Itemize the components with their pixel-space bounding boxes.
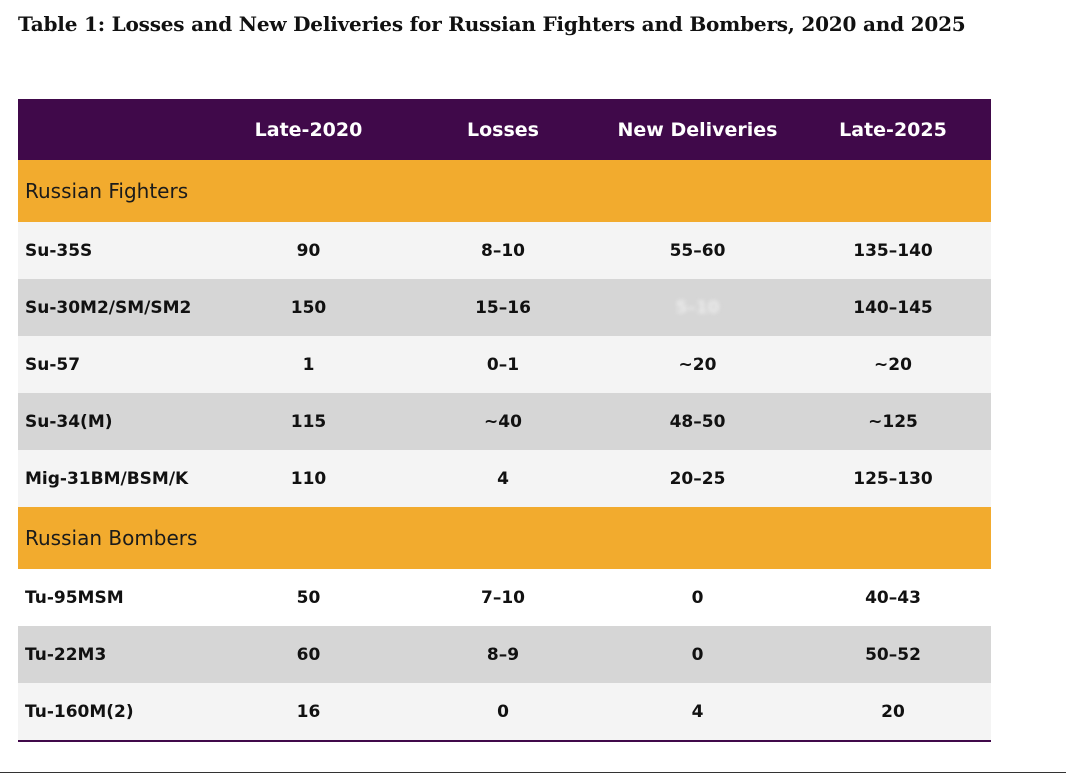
aircraft-name: Su-57 bbox=[25, 354, 81, 375]
late-2020-value: 110 bbox=[290, 468, 327, 489]
table-row: Tu-22M3 60 8–9 0 50–52 bbox=[18, 626, 991, 683]
aircraft-table: Late-2020 Losses New Deliveries Late-202… bbox=[18, 99, 991, 742]
new-deliveries-value: 4 bbox=[691, 701, 704, 722]
late-2025-value: 50–52 bbox=[865, 644, 921, 665]
table-row: Tu-95MSM 50 7–10 0 40–43 bbox=[18, 569, 991, 626]
losses-value: 0–1 bbox=[486, 354, 520, 375]
late-2020-value: 60 bbox=[296, 644, 321, 665]
late-2025-value: 140–145 bbox=[853, 297, 933, 318]
new-deliveries-value: 20–25 bbox=[669, 468, 726, 489]
losses-value: 15–16 bbox=[475, 297, 531, 318]
late-2025-value: 135–140 bbox=[853, 240, 933, 261]
section-header-bombers: Russian Bombers bbox=[18, 507, 991, 569]
table-row: Mig-31BM/BSM/K 110 4 20–25 125–130 bbox=[18, 450, 991, 507]
losses-value: 8–9 bbox=[486, 644, 520, 665]
aircraft-name: Mig-31BM/BSM/K bbox=[25, 468, 189, 489]
losses-value: 4 bbox=[497, 468, 509, 489]
section-header-fighters: Russian Fighters bbox=[18, 160, 991, 222]
losses-value: 8–10 bbox=[481, 240, 525, 261]
new-deliveries-value: ~20 bbox=[678, 354, 717, 375]
losses-value: 7–10 bbox=[481, 587, 525, 608]
late-2025-value: ~125 bbox=[868, 411, 918, 432]
aircraft-name: Tu-22M3 bbox=[25, 644, 107, 665]
late-2020-value: 50 bbox=[296, 587, 321, 608]
section-title: Russian Bombers bbox=[25, 526, 198, 550]
new-deliveries-value: 48–50 bbox=[669, 411, 726, 432]
late-2025-value: ~20 bbox=[874, 354, 912, 375]
new-deliveries-value: 55–60 bbox=[669, 240, 726, 261]
table-row: Su-30M2/SM/SM2 150 15–16 5–10 140–145 bbox=[18, 279, 991, 336]
late-2025-value: 125–130 bbox=[853, 468, 933, 489]
new-deliveries-value: 5–10 bbox=[675, 297, 720, 318]
new-deliveries-value: 0 bbox=[691, 587, 704, 608]
header-cell-late-2020: Late-2020 bbox=[254, 118, 363, 141]
table-row: Su-35S 90 8–10 55–60 135–140 bbox=[18, 222, 991, 279]
aircraft-name: Su-30M2/SM/SM2 bbox=[25, 297, 192, 318]
aircraft-name: Tu-160M(2) bbox=[25, 701, 134, 722]
table-caption: Table 1: Losses and New Deliveries for R… bbox=[18, 12, 966, 36]
late-2020-value: 16 bbox=[296, 701, 321, 722]
late-2020-value: 150 bbox=[290, 297, 327, 318]
late-2020-value: 90 bbox=[296, 240, 321, 261]
table-header-row: Late-2020 Losses New Deliveries Late-202… bbox=[18, 99, 991, 160]
new-deliveries-value: 0 bbox=[691, 644, 704, 665]
header-cell-losses: Losses bbox=[467, 118, 539, 141]
late-2020-value: 115 bbox=[290, 411, 327, 432]
late-2025-value: 20 bbox=[881, 701, 905, 722]
aircraft-name: Su-35S bbox=[25, 240, 93, 261]
late-2025-value: 40–43 bbox=[865, 587, 921, 608]
aircraft-name: Tu-95MSM bbox=[25, 587, 124, 608]
section-title: Russian Fighters bbox=[25, 179, 189, 203]
table-row: Su-57 1 0–1 ~20 ~20 bbox=[18, 336, 991, 393]
header-cell-new-deliveries: New Deliveries bbox=[617, 118, 778, 141]
page-bottom-rule bbox=[0, 772, 1066, 773]
table-row: Tu-160M(2) 16 0 4 20 bbox=[18, 683, 991, 740]
table-row: Su-34(M) 115 ~40 48–50 ~125 bbox=[18, 393, 991, 450]
late-2020-value: 1 bbox=[302, 354, 315, 375]
losses-value: 0 bbox=[497, 701, 509, 722]
losses-value: ~40 bbox=[484, 411, 522, 432]
header-cell-late-2025: Late-2025 bbox=[839, 118, 947, 141]
aircraft-name: Su-34(M) bbox=[25, 411, 113, 432]
